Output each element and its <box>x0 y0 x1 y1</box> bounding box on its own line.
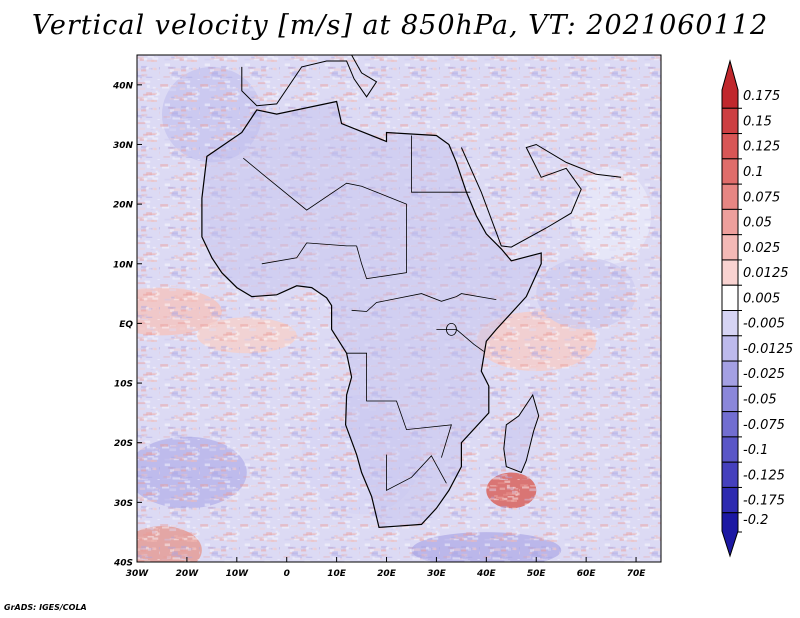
y-tick-label: EQ <box>119 320 133 330</box>
country-border <box>261 242 357 265</box>
arabia-coastline <box>460 143 622 248</box>
colorbar-cell <box>721 436 739 463</box>
x-tick-label: 20W <box>176 569 200 579</box>
colorbar-label: 0.175 <box>743 89 780 104</box>
field-texture <box>137 55 661 562</box>
x-tick-label: 30W <box>126 569 150 579</box>
x-tick-label: 60E <box>577 569 597 579</box>
colorbar-label: -0.0125 <box>743 342 793 357</box>
colorbar-cell <box>721 107 739 135</box>
colorbar-label: 0.05 <box>743 216 772 231</box>
colorbar-label: -0.05 <box>743 392 777 407</box>
country-border <box>411 135 471 193</box>
colorbar-cell <box>721 284 739 312</box>
x-tick-label: 30E <box>427 569 447 579</box>
colorbar-label: 0.0125 <box>743 266 789 281</box>
colorbar-label: 0.15 <box>743 114 772 129</box>
colorbar-cell <box>721 59 739 109</box>
country-border <box>243 157 407 280</box>
colorbar-cell <box>721 461 739 488</box>
colorbar-cell <box>721 310 739 337</box>
colorbar-label: -0.025 <box>743 367 785 382</box>
x-tick-label: 50E <box>527 569 547 579</box>
y-tick-label: 20N <box>113 201 134 211</box>
colorbar-label: 0.005 <box>743 291 780 306</box>
madagascar-coastline <box>503 393 540 474</box>
colorbar-cell <box>721 234 739 261</box>
lake-victoria <box>445 322 457 336</box>
x-tick-label: 70E <box>627 569 647 579</box>
country-border <box>386 454 447 492</box>
colorbar-label: 0.025 <box>743 241 780 256</box>
colorbar-cell <box>721 512 739 558</box>
x-tick-label: 10W <box>226 569 250 579</box>
colorbar-label: -0.125 <box>743 468 785 483</box>
colorbar-cell <box>721 259 739 286</box>
x-tick-label: 40E <box>476 569 497 579</box>
colorbar-cell <box>721 208 739 236</box>
x-tick-label: 10E <box>327 569 347 579</box>
y-tick-label: 30N <box>113 141 134 151</box>
colorbar-label: -0.175 <box>743 494 785 509</box>
colorbar-label: 0.125 <box>743 140 780 155</box>
colorbar-cell <box>721 158 739 185</box>
colorbar-cell <box>721 133 739 160</box>
colorbar-cell <box>721 486 739 514</box>
y-tick-label: 30S <box>114 499 133 509</box>
y-tick-label: 10N <box>113 260 134 270</box>
x-tick-label: 0 <box>284 569 290 579</box>
colorbar-cell <box>721 385 739 413</box>
colorbar-label: -0.2 <box>743 513 768 528</box>
colorbar-label: 0.075 <box>743 190 780 205</box>
y-tick-label: 40S <box>113 559 133 569</box>
africa-land-shade <box>201 101 542 528</box>
footer-credit: GrADS: IGES/COLA <box>4 603 87 612</box>
plot-frame <box>136 54 662 563</box>
country-border <box>346 352 452 458</box>
colorbar-cell <box>721 411 739 438</box>
plot-area <box>137 55 661 562</box>
africa-coastline <box>201 100 542 529</box>
chart-title: Vertical velocity [m/s] at 850hPa, VT: 2… <box>31 10 769 41</box>
colorbar-label: -0.1 <box>743 443 768 458</box>
colorbar-label: -0.075 <box>743 418 785 433</box>
y-tick-label: 20S <box>114 439 133 449</box>
country-border <box>351 293 497 312</box>
colorbar-label: -0.005 <box>743 317 785 332</box>
colorbar-cell <box>721 360 739 387</box>
colorbar-label: 0.1 <box>743 165 764 180</box>
colorbar-cell <box>721 335 739 362</box>
y-tick-label: 10S <box>114 380 133 390</box>
y-tick-label: 40N <box>112 81 134 91</box>
colorbar-cell <box>721 183 739 210</box>
europe-coastline <box>241 55 378 107</box>
x-tick-label: 20E <box>377 569 397 579</box>
